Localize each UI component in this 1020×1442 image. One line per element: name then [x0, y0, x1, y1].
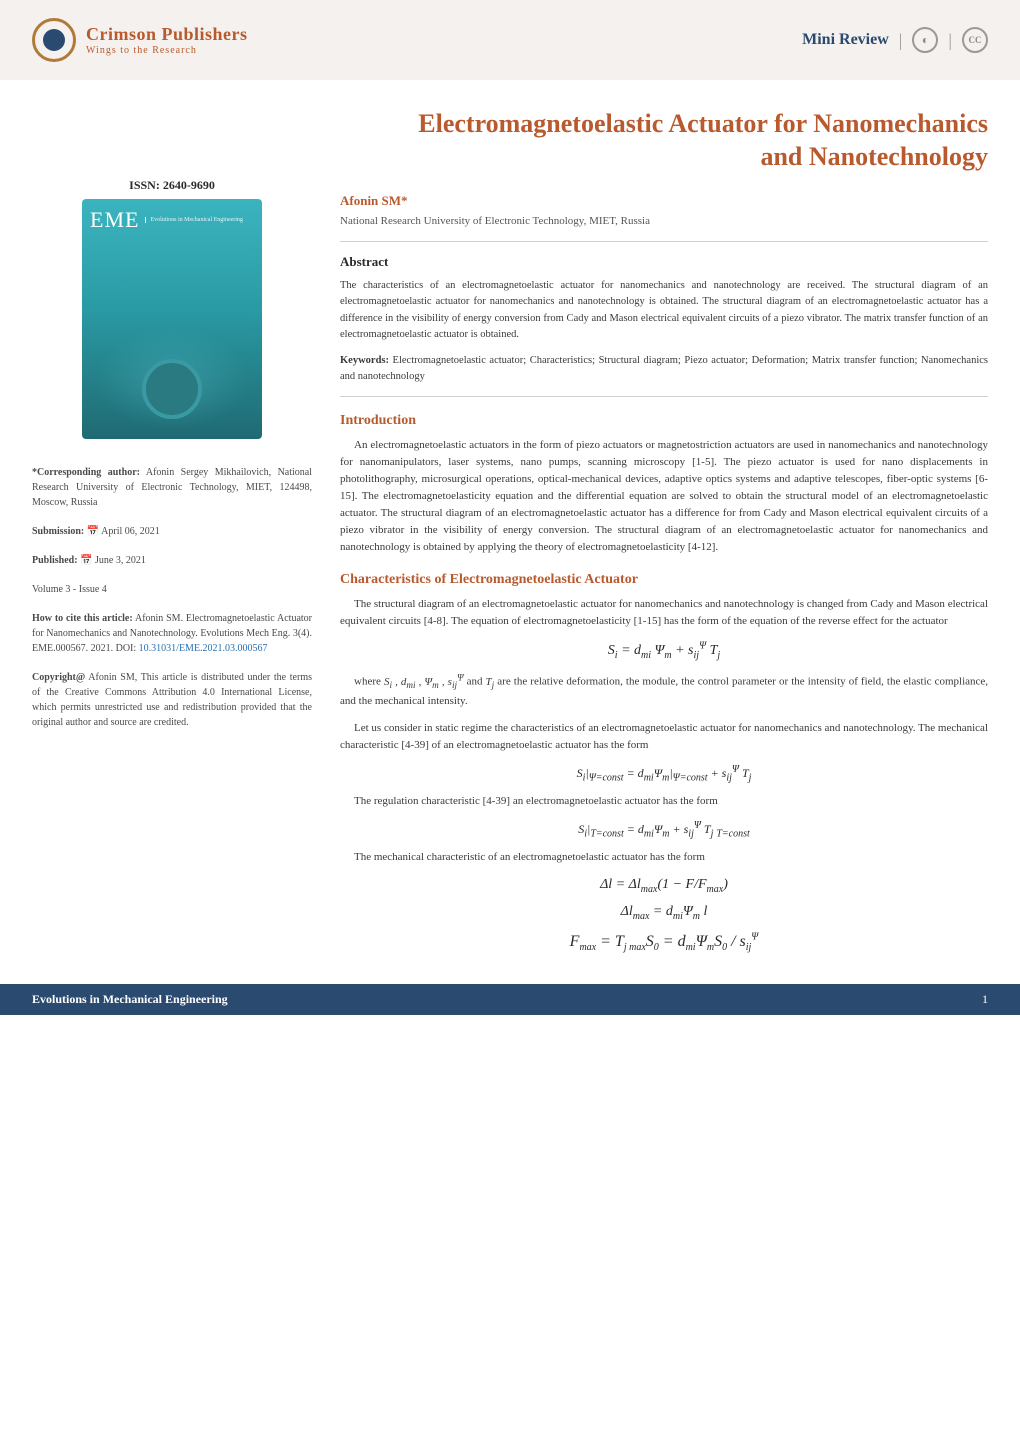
- divider: [340, 241, 988, 242]
- equation-2: Si|Ψ=const = dmiΨm|Ψ=const + sijΨ Tj: [340, 764, 988, 783]
- sidebar: ISSN: 2640-9690 EME Evolutions in Mechan…: [32, 108, 312, 964]
- keywords-section: Keywords: Electromagnetoelastic actuator…: [340, 353, 988, 386]
- publisher-tagline: Wings to the Research: [86, 45, 248, 56]
- footer-journal-name: Evolutions in Mechanical Engineering: [32, 992, 228, 1007]
- divider: |: [899, 30, 903, 51]
- cover-abbrev: EME: [90, 207, 139, 233]
- journal-cover: EME Evolutions in Mechanical Engineering: [82, 199, 262, 439]
- divider: |: [948, 30, 952, 51]
- calendar-icon: 📅: [80, 555, 92, 566]
- equation-4: Δl = Δlmax(1 − F/Fmax): [340, 877, 988, 895]
- abstract-section: Abstract The characteristics of an elect…: [340, 254, 988, 343]
- gear-icon: [142, 359, 202, 419]
- equation-3: Si|T=const = dmiΨm + sijΨ Tj T=const: [340, 820, 988, 839]
- issn-label: ISSN: 2640-9690: [32, 178, 312, 193]
- cc-license-icon: CC: [962, 27, 988, 53]
- volume-issue: Volume 3 - Issue 4: [32, 582, 312, 597]
- characteristics-p4: The regulation characteristic [4-39] an …: [340, 793, 988, 810]
- characteristics-p2: where Si , dmi , Ψm , sijΨ and Tj are th…: [340, 670, 988, 709]
- divider: [340, 396, 988, 397]
- corresponding-label: *Corresponding author:: [32, 467, 140, 478]
- header-badges: Mini Review | ◐ | CC: [802, 27, 988, 53]
- review-type-label: Mini Review: [802, 31, 889, 49]
- equation-1: Si = dmi Ψm + sijΨ Tj: [340, 640, 988, 660]
- publisher-name: Crimson Publishers: [86, 24, 248, 45]
- cover-subtitle: Evolutions in Mechanical Engineering: [145, 217, 242, 224]
- footer-bar: Evolutions in Mechanical Engineering 1: [0, 984, 1020, 1015]
- introduction-heading: Introduction: [340, 413, 988, 429]
- open-access-icon: ◐: [912, 27, 938, 53]
- author-name: Afonin SM*: [340, 193, 988, 209]
- logo-text: Crimson Publishers Wings to the Research: [86, 24, 248, 56]
- calendar-icon: 📅: [87, 526, 99, 537]
- copyright-block: Copyright@ Afonin SM, This article is di…: [32, 670, 312, 730]
- submission-label: Submission:: [32, 526, 87, 537]
- article-content: Electromagnetoelastic Actuator for Nanom…: [340, 108, 988, 964]
- header-bar: Crimson Publishers Wings to the Research…: [0, 0, 1020, 80]
- characteristics-p1: The structural diagram of an electromagn…: [340, 596, 988, 630]
- equation-6: Fmax = Tj maxS0 = dmiΨmS0 / sijΨ: [340, 932, 988, 954]
- published-date: June 3, 2021: [93, 555, 146, 566]
- copyright-label: Copyright@: [32, 672, 85, 683]
- characteristics-p3: Let us consider in static regime the cha…: [340, 720, 988, 754]
- corresponding-author-block: *Corresponding author: Afonin Sergey Mik…: [32, 465, 312, 510]
- submission-date: April 06, 2021: [99, 526, 160, 537]
- cover-art: [82, 319, 262, 439]
- published-block: Published: 📅 June 3, 2021: [32, 553, 312, 568]
- abstract-heading: Abstract: [340, 254, 988, 270]
- main-content: ISSN: 2640-9690 EME Evolutions in Mechan…: [0, 80, 1020, 984]
- footer-page-number: 1: [982, 992, 988, 1007]
- cite-label: How to cite this article:: [32, 613, 133, 624]
- published-label: Published:: [32, 555, 80, 566]
- how-to-cite-block: How to cite this article: Afonin SM. Ele…: [32, 611, 312, 656]
- equation-5: Δlmax = dmiΨm l: [340, 904, 988, 922]
- introduction-text: An electromagnetoelastic actuators in th…: [340, 437, 988, 556]
- keywords-label: Keywords:: [340, 355, 389, 366]
- article-title: Electromagnetoelastic Actuator for Nanom…: [340, 108, 988, 173]
- keywords-text: Electromagnetoelastic actuator; Characte…: [340, 355, 988, 382]
- submission-block: Submission: 📅 April 06, 2021: [32, 524, 312, 539]
- author-affiliation: National Research University of Electron…: [340, 215, 988, 227]
- characteristics-heading: Characteristics of Electromagnetoelastic…: [340, 572, 988, 588]
- characteristics-p5: The mechanical characteristic of an elec…: [340, 849, 988, 866]
- doi-link[interactable]: 10.31031/EME.2021.03.000567: [139, 643, 268, 654]
- publisher-logo-group: Crimson Publishers Wings to the Research: [32, 18, 248, 62]
- abstract-text: The characteristics of an electromagneto…: [340, 278, 988, 343]
- logo-icon: [32, 18, 76, 62]
